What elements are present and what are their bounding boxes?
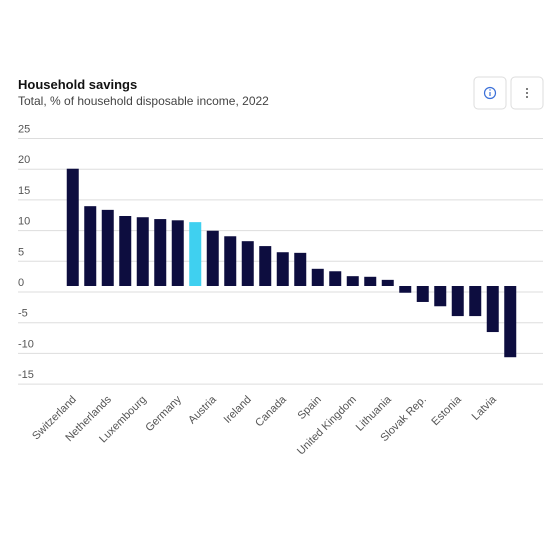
bar — [206, 230, 219, 286]
bar — [241, 241, 254, 286]
bar — [294, 252, 307, 286]
bar — [416, 286, 429, 302]
menu-button[interactable] — [510, 76, 544, 110]
bar — [311, 268, 324, 286]
bar — [66, 168, 79, 286]
y-tick-label: 15 — [18, 185, 30, 197]
bar — [171, 220, 184, 286]
x-tick-label: Germany — [143, 393, 184, 434]
bar — [434, 286, 447, 307]
bar — [84, 206, 97, 286]
y-tick-label: 0 — [18, 277, 24, 289]
x-tick-label: Spain — [295, 394, 323, 422]
x-tick-label: Latvia — [470, 393, 500, 423]
bar — [469, 286, 482, 317]
y-tick-label: -10 — [18, 338, 34, 350]
bar — [276, 252, 289, 286]
bar — [154, 219, 167, 286]
x-tick-label: Austria — [186, 393, 219, 426]
x-tick-label: Canada — [253, 393, 289, 429]
menu-dot[interactable] — [526, 96, 528, 98]
bar — [189, 222, 202, 286]
bar — [136, 217, 149, 286]
info-icon[interactable] — [483, 86, 497, 100]
bar — [101, 209, 114, 286]
x-tick-label: Estonia — [429, 393, 464, 428]
bar — [224, 236, 237, 286]
y-tick-label: -15 — [18, 369, 34, 381]
bar — [451, 286, 464, 317]
y-tick-label: 10 — [18, 216, 30, 228]
bar — [381, 279, 394, 286]
bar — [504, 286, 517, 358]
y-tick-label: 5 — [18, 246, 24, 258]
bar — [364, 276, 377, 286]
bar — [119, 216, 132, 286]
bar — [486, 286, 499, 333]
bar — [259, 246, 272, 286]
chart-title: Household savings — [18, 77, 137, 92]
y-tick-label: 25 — [18, 124, 30, 136]
menu-dot[interactable] — [526, 88, 528, 90]
info-icon-dot[interactable] — [489, 89, 491, 91]
y-tick-label: -5 — [18, 308, 28, 320]
x-tick-label: Ireland — [222, 394, 254, 426]
menu-dot[interactable] — [526, 92, 528, 94]
info-button[interactable] — [473, 76, 507, 110]
bar — [329, 271, 342, 286]
bar — [399, 286, 412, 293]
bar — [346, 276, 359, 286]
y-tick-label: 20 — [18, 154, 30, 166]
chart-subtitle: Total, % of household disposable income,… — [18, 94, 269, 108]
